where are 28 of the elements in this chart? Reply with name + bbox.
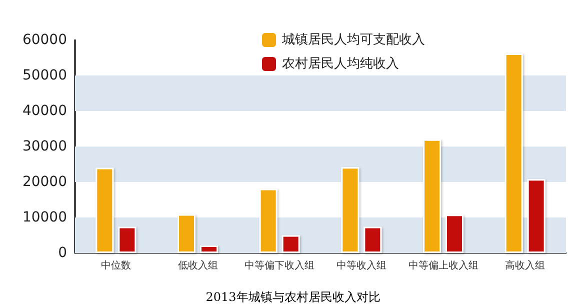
bar	[341, 167, 360, 253]
bar	[423, 139, 441, 253]
x-tick-label: 低收入组	[178, 260, 218, 272]
y-tick-label: 0	[58, 245, 67, 261]
bar	[200, 246, 218, 253]
x-tick-label: 中等偏下收入组	[244, 260, 315, 272]
text: 2013年城镇与农村居民收入对比	[206, 290, 380, 304]
x-tick-label: 中等收入组	[336, 260, 386, 272]
y-tick-label: 60000	[22, 32, 67, 48]
legend-label: 农村居民人均纯收入	[282, 56, 399, 72]
y-tick-label: 40000	[22, 103, 67, 119]
x-tick-label: 中位数	[100, 260, 131, 272]
bar	[364, 226, 382, 253]
y-tick-label: 50000	[22, 68, 67, 84]
bar	[504, 53, 523, 253]
bar	[96, 168, 114, 253]
legend-label: 城镇居民人均可支配收入	[281, 32, 425, 48]
x-tick-label: 中等偏上收入组	[408, 260, 478, 272]
y-tick-label: 10000	[22, 210, 67, 226]
y-tick-label: 30000	[22, 138, 67, 154]
y-tick-label: 20000	[22, 174, 67, 190]
bar	[527, 179, 546, 253]
bar	[259, 188, 278, 253]
bar	[446, 214, 464, 253]
x-tick-label: 高收入组	[505, 260, 546, 272]
bar	[178, 214, 196, 253]
bar	[118, 226, 136, 253]
bar	[282, 235, 300, 253]
